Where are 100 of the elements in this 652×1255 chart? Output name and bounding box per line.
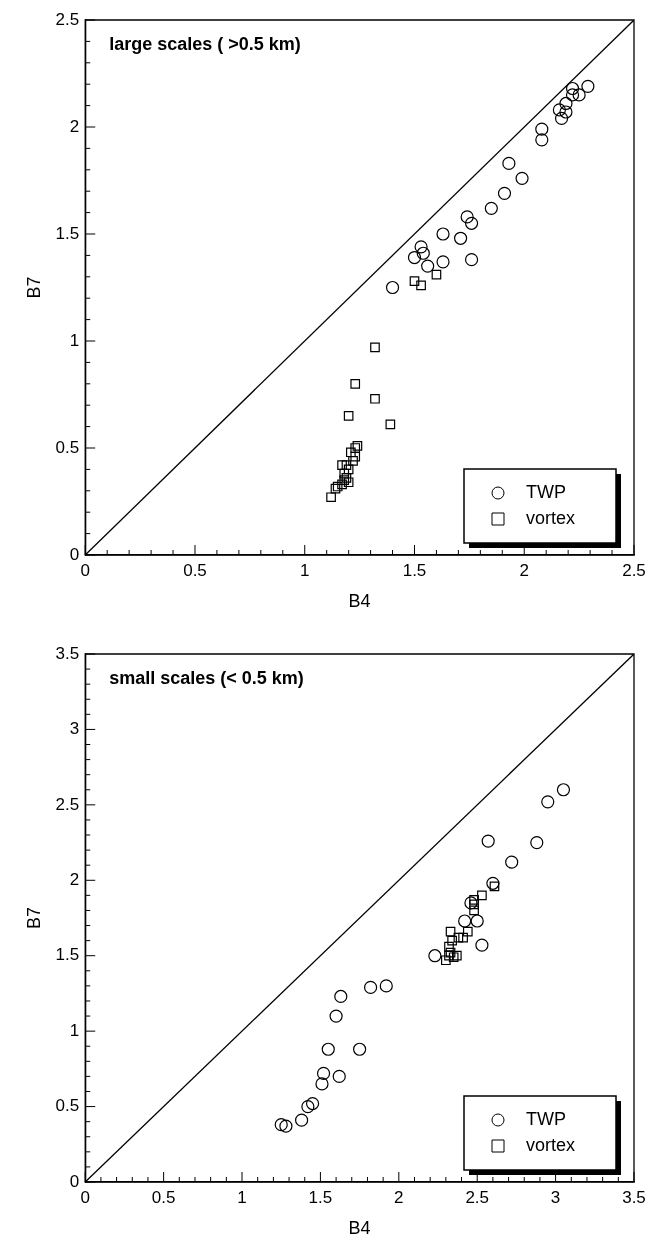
point	[274, 1118, 288, 1132]
point	[329, 1009, 343, 1023]
point	[353, 1042, 367, 1056]
point	[462, 926, 473, 937]
point	[301, 1099, 315, 1114]
point	[334, 989, 348, 1004]
x-tick-label: 1	[300, 560, 310, 580]
y-tick-label: 2	[69, 869, 80, 889]
point	[343, 411, 354, 421]
point	[469, 905, 479, 916]
text: small scales (< 0.5 km)	[109, 667, 304, 688]
point	[581, 79, 595, 93]
point	[470, 914, 484, 928]
point	[464, 216, 479, 230]
x-tick-label: 2	[519, 560, 529, 580]
point	[453, 932, 464, 943]
y-tick-label: 3	[69, 719, 80, 739]
point	[535, 133, 549, 147]
y-tick-label: 1	[69, 1020, 80, 1040]
x-tick-label: 0.5	[151, 1187, 176, 1207]
point	[458, 932, 468, 943]
point	[337, 460, 347, 470]
point	[337, 479, 347, 490]
point	[453, 231, 468, 245]
point	[343, 477, 354, 488]
point	[460, 210, 474, 224]
point	[414, 240, 428, 254]
point	[497, 186, 512, 200]
point	[421, 259, 435, 273]
y-tick-label: 2.5	[55, 9, 80, 29]
point	[295, 1113, 309, 1127]
point	[559, 96, 573, 111]
point	[343, 464, 354, 475]
point	[416, 246, 430, 260]
point	[484, 201, 498, 215]
point	[469, 895, 479, 905]
y-tick-label: 1.5	[55, 223, 80, 243]
point	[279, 1119, 293, 1133]
point	[565, 81, 580, 96]
point	[428, 949, 442, 963]
point	[458, 914, 472, 928]
legend-label: TWP	[526, 481, 566, 502]
point	[447, 935, 457, 946]
point	[535, 122, 549, 136]
legend-label: TWP	[526, 1108, 566, 1129]
point	[477, 890, 487, 901]
x-tick-label: 0.5	[183, 560, 207, 580]
point	[530, 835, 544, 850]
point	[315, 1077, 329, 1091]
point	[316, 1066, 331, 1080]
point	[475, 938, 489, 952]
point	[441, 955, 451, 966]
point	[572, 88, 586, 102]
x-tick-label: 3.5	[622, 1187, 646, 1207]
point	[370, 393, 380, 404]
point	[552, 103, 566, 117]
point	[502, 156, 516, 170]
y-axis-title: B7	[23, 906, 44, 930]
point	[464, 253, 479, 267]
y-tick-label: 1	[69, 330, 80, 350]
point	[541, 795, 555, 809]
point	[326, 492, 336, 503]
point	[554, 111, 569, 126]
text: large scales ( >0.5 km)	[109, 33, 301, 54]
point	[332, 1069, 346, 1083]
point	[385, 280, 400, 295]
point	[469, 899, 479, 910]
x-tick-label: 1	[237, 1187, 247, 1207]
point	[370, 342, 380, 353]
point	[363, 980, 378, 994]
y-tick-label: 0	[69, 544, 80, 564]
point	[350, 451, 361, 462]
point	[407, 250, 422, 265]
x-axis-title: B4	[348, 1218, 371, 1239]
point	[305, 1096, 320, 1111]
point	[385, 419, 396, 430]
point	[445, 926, 456, 937]
point	[379, 979, 393, 993]
point	[431, 269, 442, 280]
y-tick-label: 2	[69, 116, 80, 136]
point	[416, 280, 426, 291]
point	[348, 456, 358, 466]
y-tick-label: 1.5	[55, 945, 80, 965]
point	[505, 855, 519, 869]
point	[481, 834, 495, 848]
legend-label: vortex	[526, 507, 576, 528]
point	[436, 255, 450, 269]
x-tick-label: 3	[550, 1187, 561, 1207]
point	[565, 88, 580, 102]
y-tick-label: 2.5	[55, 794, 80, 814]
y-tick-label: 0.5	[55, 1096, 80, 1116]
x-tick-label: 1.5	[308, 1187, 333, 1207]
point	[350, 378, 361, 389]
point	[436, 227, 450, 241]
y-tick-label: 0	[69, 1171, 80, 1191]
point	[559, 105, 573, 119]
y-tick-label: 3.5	[55, 643, 80, 663]
y-axis-title: B7	[23, 276, 44, 299]
point	[321, 1042, 335, 1056]
point	[444, 941, 454, 952]
